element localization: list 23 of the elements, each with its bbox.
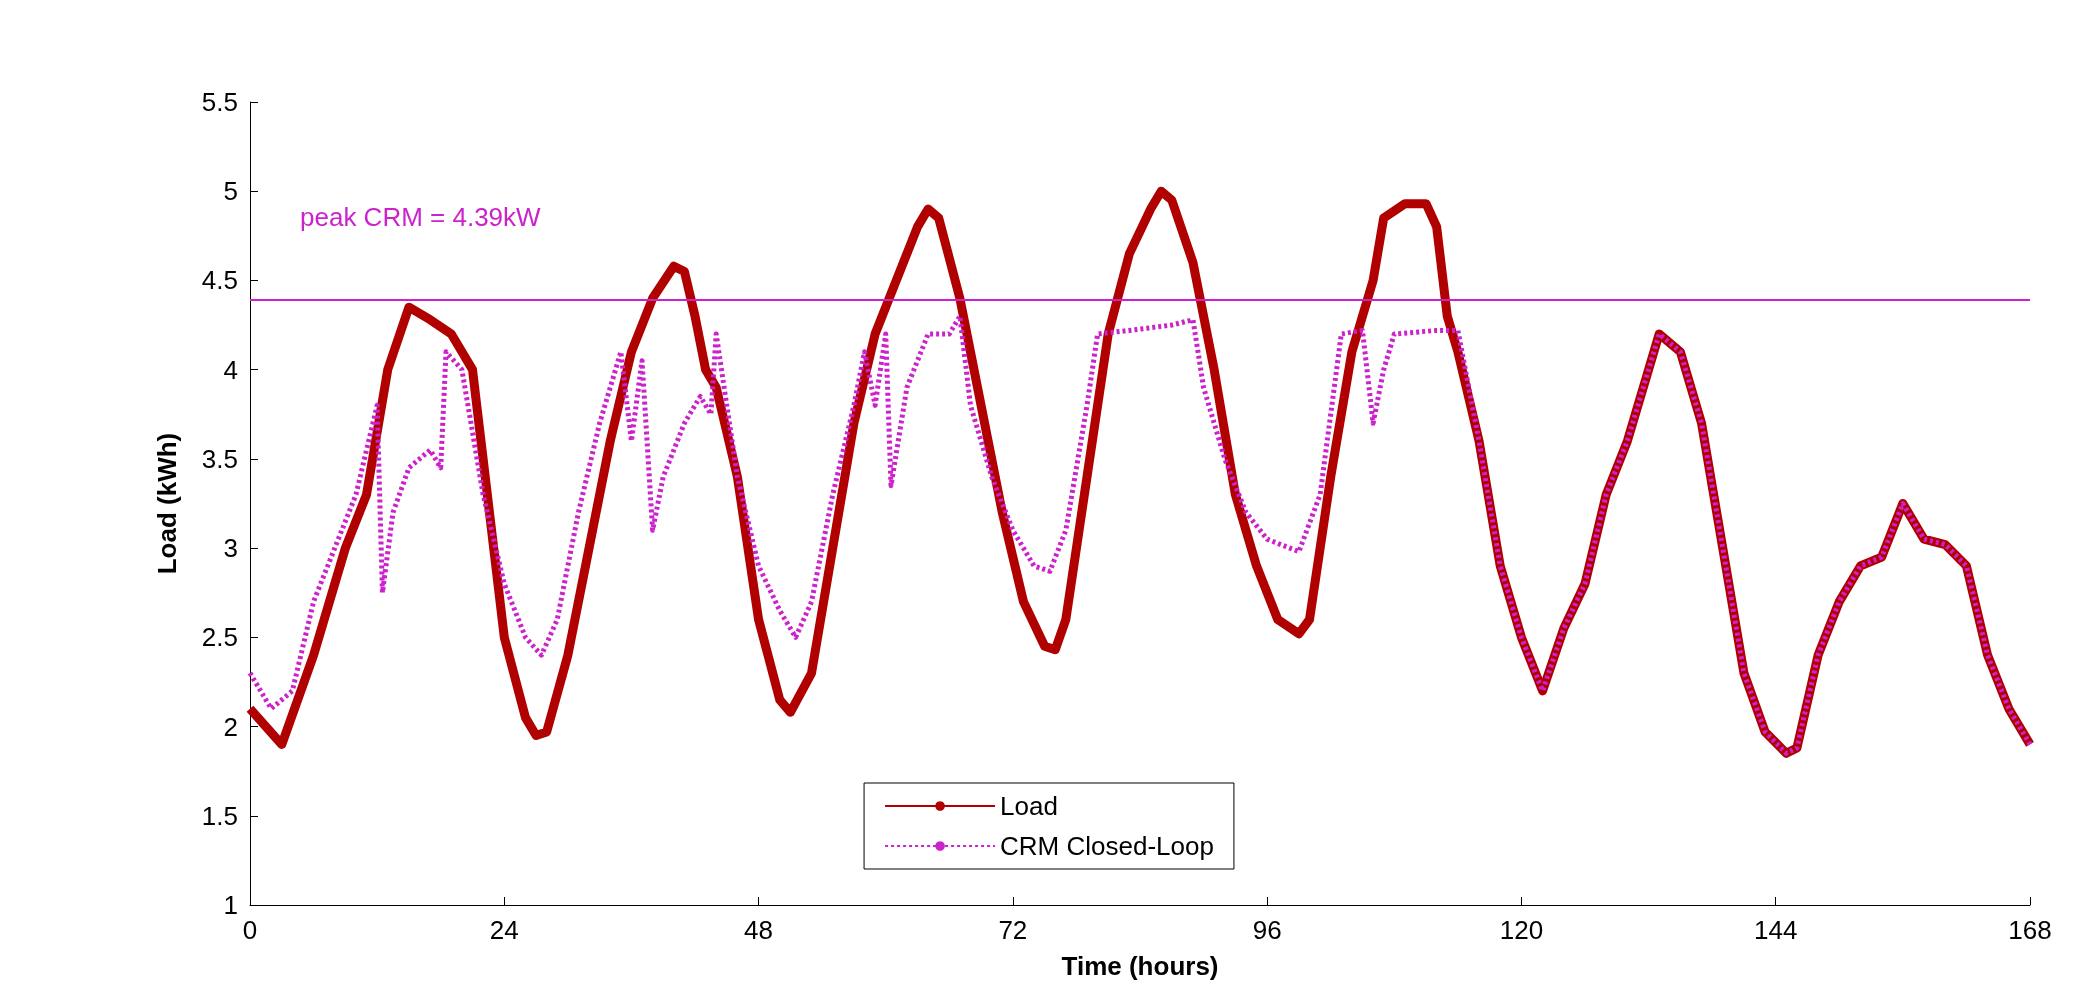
y-tick-label: 2 xyxy=(223,711,238,742)
x-tick-label: 72 xyxy=(998,915,1028,945)
y-tick-label: 4 xyxy=(223,354,238,385)
y-axis-title: Load (kWh) xyxy=(152,432,182,575)
y-tick-label: 3.5 xyxy=(201,443,238,474)
x-tick-label: 120 xyxy=(1499,915,1544,945)
x-tick-label: 96 xyxy=(1252,915,1282,945)
x-tick-label: 0 xyxy=(242,915,258,945)
x-axis-title: Time (hours) xyxy=(1061,951,1219,981)
y-tick-label: 1 xyxy=(223,890,238,920)
y-tick-label: 5.5 xyxy=(201,87,238,117)
y-tick-label: 1.5 xyxy=(201,800,238,831)
ref-line-label: peak CRM = 4.39kW xyxy=(300,202,542,233)
x-tick-label: 144 xyxy=(1754,915,1798,945)
legend-label: CRM Closed-Loop xyxy=(1000,831,1214,861)
x-tick-label: 24 xyxy=(489,915,519,945)
y-tick-label: 3 xyxy=(223,533,238,564)
y-tick-label: 5 xyxy=(223,176,238,207)
legend-label: Load xyxy=(1000,791,1058,821)
y-tick-label: 4.5 xyxy=(201,265,238,296)
y-tick-label: 2.5 xyxy=(201,622,238,653)
x-tick-label: 168 xyxy=(2008,915,2052,945)
x-tick-label: 48 xyxy=(744,915,774,945)
